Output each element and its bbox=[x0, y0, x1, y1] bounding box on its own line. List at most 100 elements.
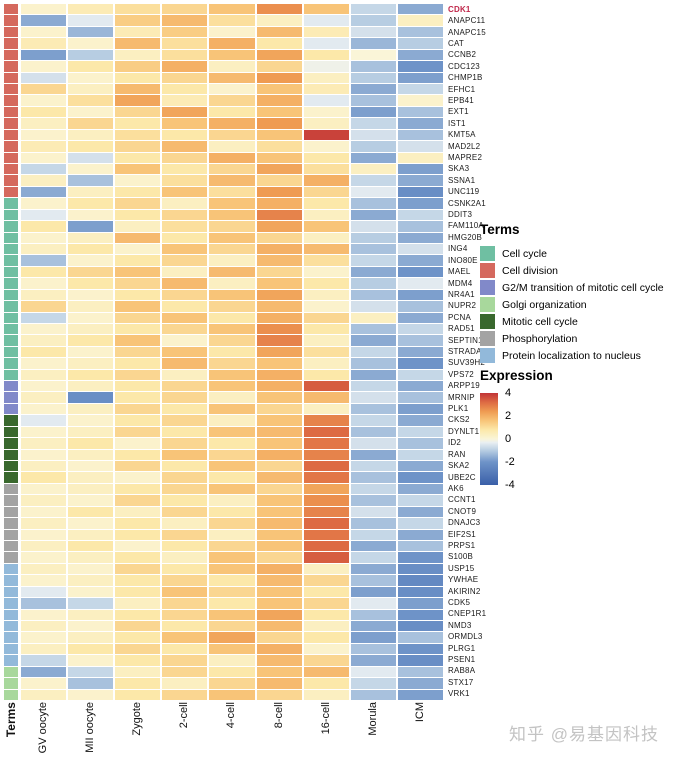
heatmap-cell bbox=[68, 118, 114, 129]
heatmap-cell bbox=[115, 163, 161, 175]
gene-label: PLK1 bbox=[448, 404, 469, 414]
heatmap-cell bbox=[350, 609, 396, 621]
heatmap-cell bbox=[303, 563, 349, 575]
heatmap-cell bbox=[68, 358, 114, 369]
heatmap-cell bbox=[115, 541, 161, 552]
heatmap-cell bbox=[21, 472, 67, 483]
column-label: 8-cell bbox=[272, 702, 285, 729]
heatmap-cell bbox=[21, 83, 67, 95]
heatmap-cell bbox=[303, 415, 349, 426]
heatmap-cell bbox=[115, 518, 161, 529]
heatmap-cell bbox=[209, 186, 255, 198]
heatmap-cell bbox=[350, 266, 396, 278]
term-annotation-cell bbox=[4, 38, 18, 49]
term-annotation-cell bbox=[4, 358, 18, 369]
gene-label: SKA2 bbox=[448, 461, 470, 471]
heatmap-cell bbox=[397, 655, 443, 666]
heatmap-cell bbox=[68, 301, 114, 312]
expression-legend: Expression 4 2 0 -2 -4 bbox=[480, 368, 600, 491]
term-annotation-cell bbox=[4, 49, 18, 61]
heatmap-cell bbox=[209, 598, 255, 609]
heatmap-cell bbox=[209, 198, 255, 209]
heatmap-cell bbox=[21, 346, 67, 358]
heatmap-cell bbox=[209, 221, 255, 232]
heatmap-cell bbox=[162, 655, 208, 666]
heatmap-cell bbox=[162, 335, 208, 346]
heatmap-cell bbox=[303, 335, 349, 346]
heatmap-cell bbox=[115, 152, 161, 163]
heatmap-cell bbox=[350, 529, 396, 541]
heatmap-cell bbox=[68, 243, 114, 255]
heatmap-cell bbox=[350, 518, 396, 529]
gene-label: RAD51 bbox=[448, 324, 475, 334]
heatmap-cell bbox=[303, 198, 349, 209]
heatmap-cell bbox=[115, 26, 161, 38]
heatmap-cell bbox=[68, 483, 114, 495]
heatmap-cell bbox=[303, 15, 349, 26]
heatmap-cell bbox=[162, 72, 208, 83]
heatmap-cell bbox=[350, 141, 396, 152]
heatmap-cell bbox=[162, 95, 208, 106]
column-label: ICM bbox=[413, 702, 426, 723]
expression-tick-label: 4 bbox=[505, 387, 512, 399]
heatmap-cell bbox=[303, 38, 349, 49]
heatmap-cell bbox=[115, 221, 161, 232]
gene-label: EPB41 bbox=[448, 95, 474, 105]
gene-label: CNEP1R1 bbox=[448, 609, 487, 619]
heatmap-cell bbox=[115, 689, 161, 700]
heatmap-cell bbox=[256, 221, 302, 232]
heatmap-cell bbox=[256, 678, 302, 689]
heatmap-cell bbox=[68, 403, 114, 415]
heatmap-cell bbox=[162, 232, 208, 243]
heatmap-cell bbox=[397, 129, 443, 141]
heatmap-cell bbox=[397, 312, 443, 323]
heatmap-cell bbox=[68, 643, 114, 655]
heatmap-cell bbox=[303, 266, 349, 278]
terms-legend-item: Mitotic cell cycle bbox=[480, 313, 685, 330]
terms-legend-swatch bbox=[480, 331, 495, 346]
heatmap-cell bbox=[162, 152, 208, 163]
heatmap-cell bbox=[209, 278, 255, 289]
heatmap-cell bbox=[303, 301, 349, 312]
heatmap-cell bbox=[256, 609, 302, 621]
heatmap-cell bbox=[303, 312, 349, 323]
heatmap-cell bbox=[350, 15, 396, 26]
heatmap-cell bbox=[162, 38, 208, 49]
terms-axis: Terms bbox=[2, 702, 20, 760]
heatmap-cell bbox=[397, 163, 443, 175]
heatmap-cell bbox=[256, 129, 302, 141]
terms-legend-swatch bbox=[480, 246, 495, 261]
gene-label: ANAPC11 bbox=[448, 16, 486, 26]
heatmap-cell bbox=[397, 301, 443, 312]
heatmap-cell bbox=[397, 289, 443, 301]
gene-label: SEPTIN1 bbox=[448, 335, 483, 345]
gene-label: CNOT9 bbox=[448, 506, 477, 516]
heatmap-cell bbox=[397, 678, 443, 689]
term-annotation-cell bbox=[4, 403, 18, 415]
heatmap-cell bbox=[115, 586, 161, 598]
heatmap-cell bbox=[256, 26, 302, 38]
heatmap-cell bbox=[256, 49, 302, 61]
term-annotation-cell bbox=[4, 278, 18, 289]
heatmap-cell bbox=[397, 221, 443, 232]
heatmap-cell bbox=[397, 72, 443, 83]
heatmap-cell bbox=[397, 278, 443, 289]
terms-legend-swatch bbox=[480, 314, 495, 329]
heatmap-cell bbox=[21, 278, 67, 289]
term-annotation-cell bbox=[4, 61, 18, 72]
heatmap-cell bbox=[350, 301, 396, 312]
heatmap-cell bbox=[303, 495, 349, 506]
heatmap-cell bbox=[350, 541, 396, 552]
heatmap-cell bbox=[209, 335, 255, 346]
heatmap-cell bbox=[21, 301, 67, 312]
heatmap-cell bbox=[256, 621, 302, 632]
heatmap-cell bbox=[162, 643, 208, 655]
term-annotation-cell bbox=[4, 678, 18, 689]
gene-label: S100B bbox=[448, 552, 474, 562]
heatmap-cell bbox=[303, 518, 349, 529]
heatmap-cell bbox=[209, 392, 255, 403]
heatmap-cell bbox=[21, 72, 67, 83]
heatmap-cell bbox=[162, 381, 208, 392]
term-annotation-cell bbox=[4, 163, 18, 175]
heatmap-cell bbox=[256, 72, 302, 83]
